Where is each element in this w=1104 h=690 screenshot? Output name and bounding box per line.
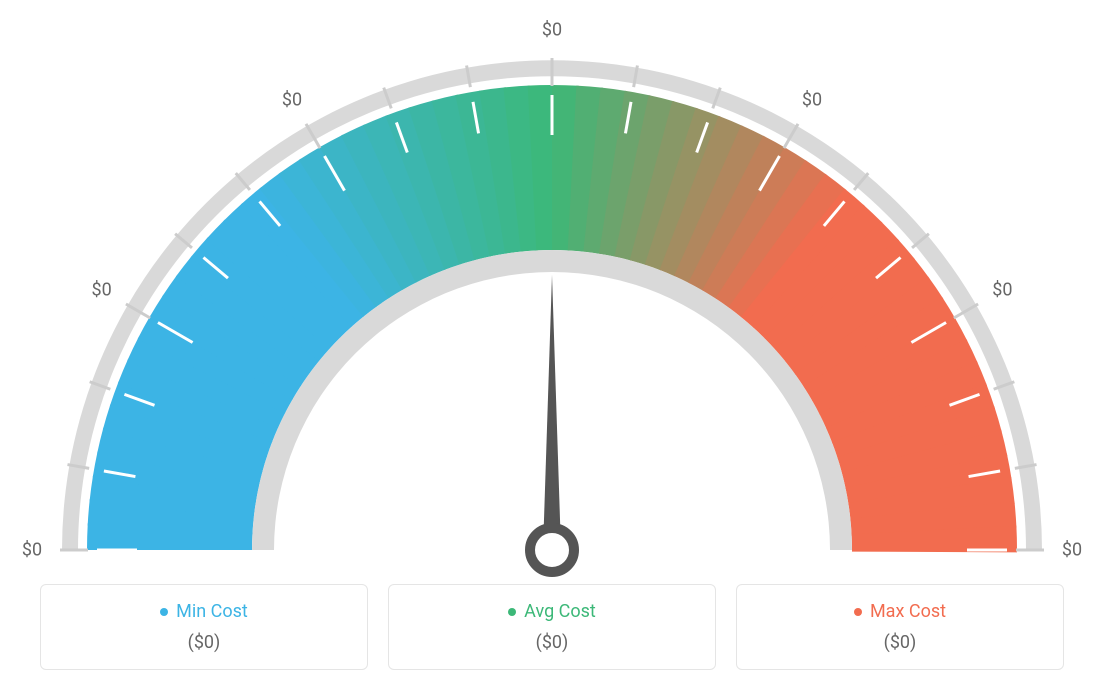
gauge-tick-label: $0: [282, 89, 302, 110]
legend-card-avg: Avg Cost ($0): [388, 584, 716, 671]
gauge-tick-label: $0: [92, 280, 112, 301]
legend-dot-min: [160, 608, 168, 616]
legend-label-max: Max Cost: [870, 601, 946, 622]
gauge-tick-label: $0: [1062, 540, 1082, 561]
gauge-tick-label: $0: [22, 540, 42, 561]
gauge-tick-label: $0: [992, 280, 1012, 301]
legend-title-min: Min Cost: [160, 601, 248, 622]
gauge-svg: [0, 20, 1104, 586]
legend-dot-max: [854, 608, 862, 616]
legend-value-min: ($0): [53, 632, 355, 653]
legend-row: Min Cost ($0) Avg Cost ($0) Max Cost ($0…: [40, 584, 1064, 671]
legend-value-max: ($0): [749, 632, 1051, 653]
legend-value-avg: ($0): [401, 632, 703, 653]
legend-title-avg: Avg Cost: [508, 601, 596, 622]
gauge-chart: [0, 20, 1104, 590]
legend-title-max: Max Cost: [854, 601, 946, 622]
legend-card-min: Min Cost ($0): [40, 584, 368, 671]
gauge-tick-label: $0: [802, 89, 822, 110]
legend-label-avg: Avg Cost: [524, 601, 596, 622]
legend-card-max: Max Cost ($0): [736, 584, 1064, 671]
gauge-tick-label: $0: [542, 20, 562, 41]
legend-label-min: Min Cost: [176, 601, 248, 622]
legend-dot-avg: [508, 608, 516, 616]
